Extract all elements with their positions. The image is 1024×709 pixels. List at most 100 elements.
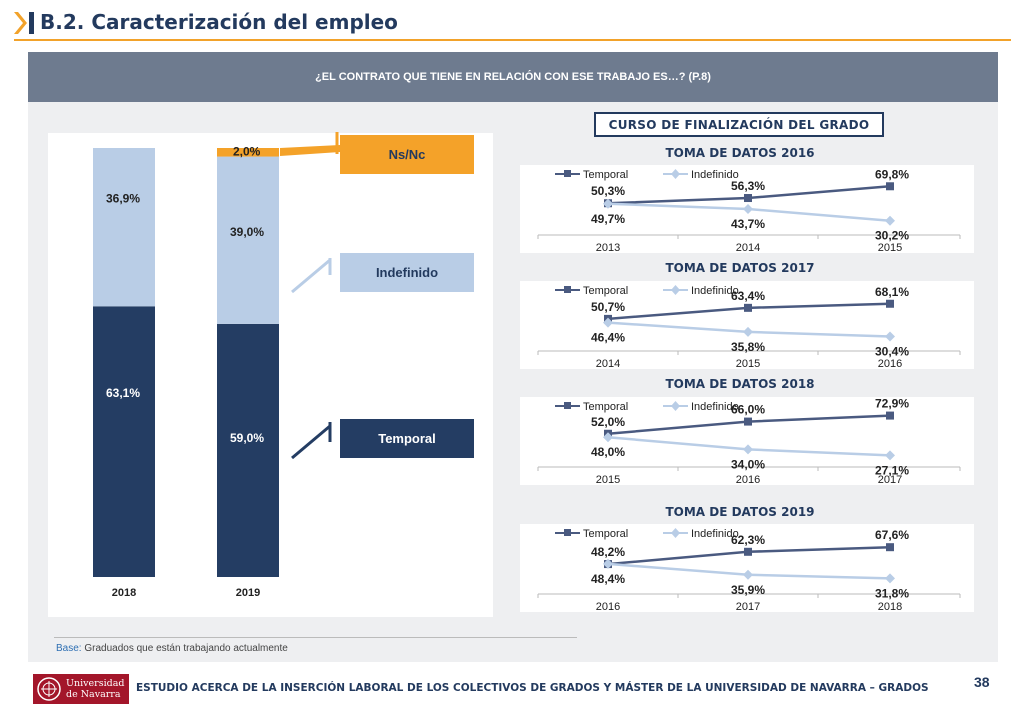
x-tick-label-2014: 2014 [596, 358, 620, 369]
data-label-indefinido-2016: 48,4% [591, 572, 625, 586]
bar-label-nsnc-2019: 2,0% [233, 145, 261, 159]
data-label-indefinido-2016: 34,0% [731, 457, 765, 471]
legend-marker-indefinido [671, 528, 680, 538]
data-label-temporal-2016: 68,1% [875, 285, 909, 299]
point-indefinido-2015 [885, 215, 895, 226]
point-indefinido-2014 [603, 317, 613, 328]
x-tick-label-2018: 2018 [878, 601, 902, 612]
point-indefinido-2015 [743, 326, 753, 337]
data-label-temporal-2014: 50,7% [591, 300, 625, 314]
footer-study-text: ESTUDIO ACERCA DE LA INSERCIÓN LABORAL D… [136, 682, 929, 694]
line-chart-2016: Temporal Indefinido 50,3% 56,3% 69,8% 49,7% 43… [520, 165, 974, 254]
point-indefinido-2017 [885, 450, 895, 461]
x-tick-label-2013: 2013 [596, 242, 620, 253]
data-label-temporal-2015: 69,8% [875, 167, 909, 181]
legend-marker-temporal [564, 529, 571, 536]
toma-title-2016: TOMA DE DATOS 2016 [665, 146, 815, 160]
data-label-temporal-2014: 56,3% [731, 179, 765, 193]
bar-label-indefinido-2018: 36,9% [106, 192, 140, 206]
legend-box-indefinido: Indefinido [340, 253, 474, 292]
point-indefinido-2013 [603, 198, 613, 209]
logo-line-1: Universidad [66, 678, 125, 689]
data-label-temporal-2013: 50,3% [591, 184, 625, 198]
legend-marker-indefinido [671, 401, 680, 411]
point-indefinido-2016 [603, 558, 613, 569]
legend-marker-temporal [564, 402, 571, 409]
legend-label-indefinido: Indefinido [691, 528, 739, 540]
legend-label-indefinido: Indefinido [691, 285, 739, 297]
point-indefinido-2016 [743, 444, 753, 455]
legend-box-temporal: Temporal [340, 419, 474, 458]
line-chart-svg-2016: Temporal Indefinido 50,3% 56,3% 69,8% 49,7% 43… [537, 167, 961, 254]
bar-label-temporal-2019: 59,0% [230, 431, 264, 445]
data-label-indefinido-2015: 35,8% [731, 340, 765, 354]
x-tick-label-2014: 2014 [736, 242, 760, 253]
data-label-indefinido-2015: 48,0% [591, 445, 625, 459]
data-label-temporal-2016: 66,0% [731, 403, 765, 417]
bar-temporal-2019 [217, 323, 279, 577]
legend-label-temporal: Temporal [583, 401, 628, 413]
logo-line-2: de Navarra [66, 689, 121, 700]
bar-indefinido-2019 [217, 156, 279, 324]
data-label-indefinido-2014: 46,4% [591, 331, 625, 345]
legend-label-temporal: Temporal [583, 528, 628, 540]
indefinido-connector [291, 258, 331, 294]
base-divider [54, 637, 577, 638]
nsnc-connector [280, 145, 340, 156]
point-temporal-2015 [744, 303, 752, 312]
point-temporal-2017 [744, 547, 752, 556]
stacked-bar-svg: 63,1% 36,9% 2018 59,0% 39,0% 2,0% 2019 [93, 145, 279, 599]
data-label-indefinido-2013: 49,7% [591, 212, 625, 226]
x-tick-label-2017: 2017 [736, 601, 760, 612]
data-label-temporal-2017: 72,9% [875, 397, 909, 411]
legend-label-indefinido: Indefinido [691, 401, 739, 413]
line-chart-svg-2019: Temporal Indefinido 48,2% 62,3% 67,6% 48,4% 35… [537, 528, 961, 613]
legend-marker-temporal [564, 286, 571, 293]
x-tick-label-2016: 2016 [878, 358, 902, 369]
bar-indefinido-2018 [93, 148, 155, 307]
course-box: CURSO DE FINALIZACIÓN DEL GRADO [594, 112, 884, 137]
data-label-temporal-2018: 67,6% [875, 528, 909, 542]
bar-label-indefinido-2019: 39,0% [230, 225, 264, 239]
bar-label-temporal-2018: 63,1% [106, 386, 140, 400]
x-tick-label-2017: 2017 [878, 474, 902, 485]
point-indefinido-2014 [743, 203, 753, 214]
legend-marker-temporal [564, 170, 571, 177]
category-label-2019: 2019 [236, 587, 260, 599]
bar-temporal-2018 [93, 306, 155, 577]
point-temporal-2017 [886, 411, 894, 420]
data-label-temporal-2017: 62,3% [731, 533, 765, 547]
base-note: Base: Graduados que están trabajando act… [56, 643, 288, 654]
title-row [14, 6, 1014, 40]
data-label-temporal-2015: 52,0% [591, 415, 625, 429]
point-indefinido-2018 [885, 573, 895, 584]
line-chart-svg-2017: Temporal Indefinido 50,7% 63,4% 68,1% 46,4% 35… [537, 285, 961, 370]
x-tick-label-2015: 2015 [596, 474, 620, 485]
x-tick-label-2016: 2016 [596, 601, 620, 612]
toma-title-2019: TOMA DE DATOS 2019 [665, 505, 815, 519]
x-tick-label-2015: 2015 [878, 242, 902, 253]
data-label-indefinido-2018: 31,8% [875, 586, 909, 600]
legend-marker-indefinido [671, 169, 680, 179]
toma-title-2018: TOMA DE DATOS 2018 [665, 377, 815, 391]
stacked-bar-chart: 63,1% 36,9% 2018 59,0% 39,0% 2,0% 2019 [48, 133, 493, 617]
title-divider [14, 39, 1011, 41]
legend-connectors [280, 132, 340, 460]
legend-box-nsnc: Ns/Nc [340, 135, 474, 174]
point-temporal-2018 [886, 543, 894, 552]
point-temporal-2014 [744, 194, 752, 203]
base-text: Graduados que están trabajando actualmen… [84, 643, 288, 654]
point-temporal-2016 [886, 299, 894, 308]
bar-nsnc-2019 [217, 148, 279, 157]
category-label-2018: 2018 [112, 587, 136, 599]
x-tick-label-2016: 2016 [736, 474, 760, 485]
data-label-indefinido-2017: 27,1% [875, 463, 909, 477]
legend-label-temporal: Temporal [583, 285, 628, 297]
page-title: B.2. Caracterización del empleo [40, 10, 398, 34]
legend-marker-indefinido [671, 285, 680, 295]
temporal-connector [291, 424, 331, 460]
point-indefinido-2017 [743, 569, 753, 580]
data-label-temporal-2016: 48,2% [591, 545, 625, 559]
legend-label-temporal: Temporal [583, 169, 628, 181]
seal-icon [37, 677, 61, 701]
